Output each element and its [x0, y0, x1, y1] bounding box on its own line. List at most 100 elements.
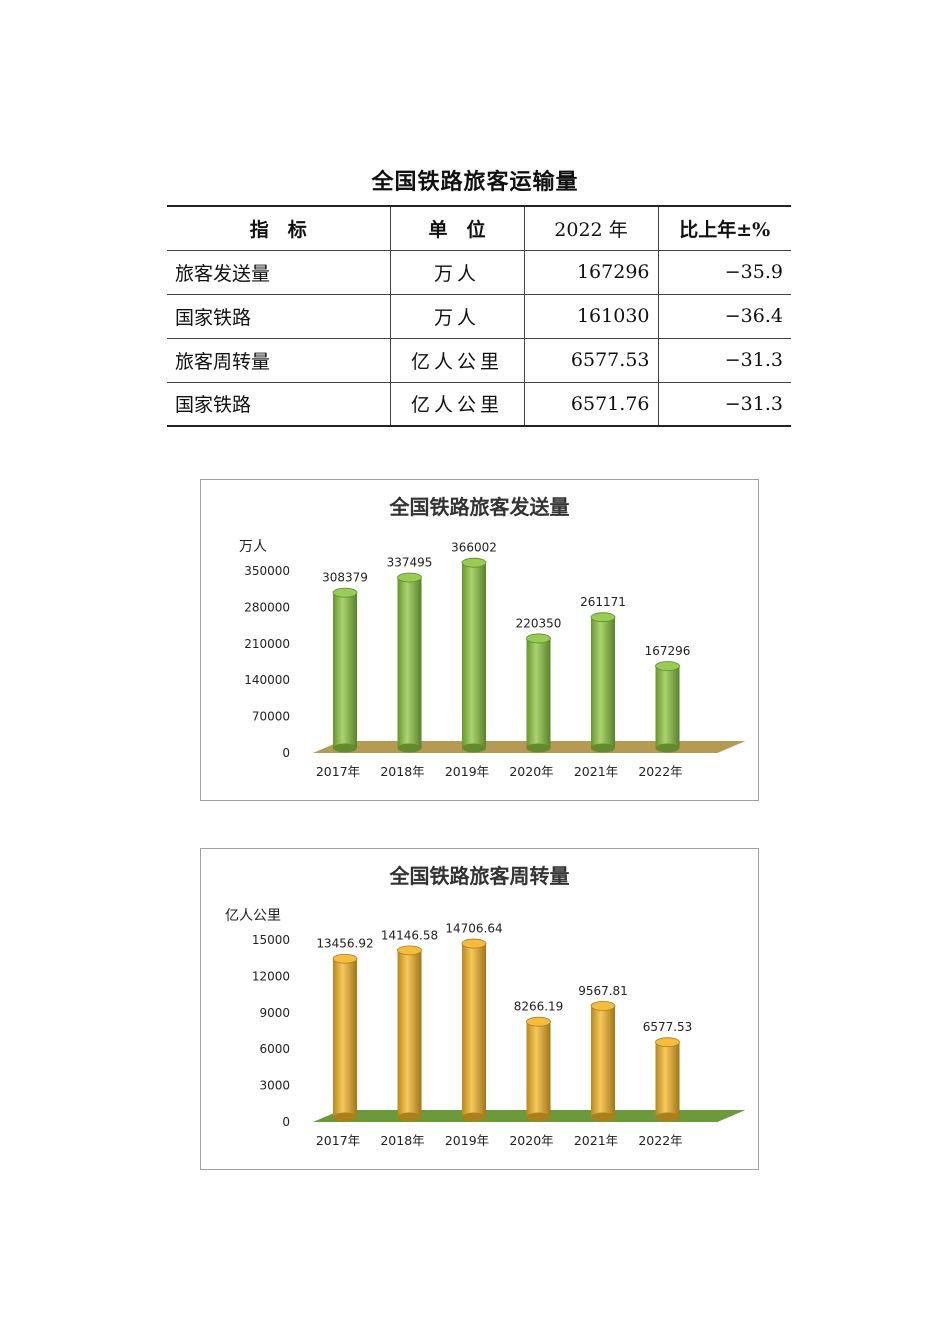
y-tick-label: 12000	[252, 969, 290, 983]
bar-base	[397, 1112, 422, 1122]
cell-indicator: 旅客发送量	[167, 250, 390, 295]
bar	[397, 945, 422, 1122]
bar-top	[332, 587, 358, 598]
bar	[655, 1037, 680, 1122]
y-tick-label: 280000	[244, 600, 290, 614]
bar-body	[526, 638, 551, 748]
data-label: 308379	[322, 571, 368, 585]
y-tick-label: 210000	[244, 637, 290, 651]
table-header-row: 指 标 单 位 2022 年 比上年±%	[167, 205, 791, 251]
bar-top	[461, 557, 487, 568]
y-axis-label: 亿人公里	[225, 908, 281, 924]
bar-base	[526, 1112, 551, 1122]
y-tick-label: 15000	[252, 933, 290, 947]
bar-body	[655, 666, 680, 748]
bar-top	[526, 633, 551, 644]
bar-top	[526, 1016, 551, 1027]
bar-top	[461, 938, 487, 949]
bar	[526, 1016, 551, 1122]
passenger-transport-table: 指 标 单 位 2022 年 比上年±% 旅客发送量 万人 167296 −35.9 国…	[167, 205, 791, 427]
data-label: 9567.81	[578, 984, 628, 998]
y-tick-label: 350000	[244, 564, 290, 578]
bar-top	[590, 612, 616, 623]
x-tick-label: 2018年	[380, 764, 424, 779]
x-tick-label: 2018年	[380, 1133, 424, 1148]
bar	[332, 587, 358, 753]
data-label: 167296	[645, 644, 691, 658]
data-label: 14146.58	[381, 928, 438, 942]
data-label: 13456.92	[316, 937, 373, 951]
table-row: 旅客周转量 亿人公里 6577.53 −31.3	[167, 338, 791, 383]
bar	[397, 572, 422, 753]
table-row: 国家铁路 亿人公里 6571.76 −31.3	[167, 382, 791, 427]
bar-body	[333, 958, 357, 1117]
x-tick-label: 2022年	[638, 764, 682, 779]
cell-change: −36.4	[657, 294, 791, 339]
x-tick-label: 2017年	[316, 1133, 360, 1148]
bar-base	[333, 743, 357, 753]
table-title: 全国铁路旅客运输量	[371, 169, 579, 195]
cell-unit: 亿人公里	[389, 382, 524, 427]
bar-base	[462, 1112, 486, 1122]
cell-value: 6577.53	[523, 338, 658, 383]
y-tick-label: 0	[282, 1115, 290, 1129]
bar	[332, 953, 358, 1122]
data-label: 261171	[580, 595, 626, 609]
bar	[461, 557, 487, 753]
bar	[526, 633, 551, 753]
bar-body	[526, 1021, 551, 1117]
x-tick-label: 2020年	[509, 1133, 553, 1148]
data-label: 366002	[451, 541, 497, 555]
x-tick-label: 2017年	[316, 764, 360, 779]
y-tick-label: 6000	[259, 1042, 290, 1056]
cell-change: −35.9	[657, 250, 791, 295]
bar-body	[591, 1005, 615, 1117]
x-tick-label: 2022年	[638, 1133, 682, 1148]
y-tick-label: 70000	[252, 710, 290, 724]
bar-base	[655, 743, 680, 753]
bar-body	[591, 617, 615, 748]
bar-base	[591, 743, 615, 753]
x-tick-label: 2021年	[574, 1133, 618, 1148]
header-year: 2022 年	[523, 205, 658, 251]
chart-title: 全国铁路旅客发送量	[389, 495, 570, 519]
x-tick-label: 2021年	[574, 764, 618, 779]
table-row: 国家铁路 万人 161030 −36.4	[167, 294, 791, 339]
bar-base	[397, 743, 422, 753]
y-tick-label: 9000	[259, 1006, 290, 1020]
bar	[590, 612, 616, 753]
data-label: 220350	[516, 616, 562, 630]
data-label: 8266.19	[514, 1000, 564, 1014]
bar-top	[590, 1001, 616, 1011]
chart-passenger-turnover: 全国铁路旅客周转量 亿人公里 0 3000 6000 9000 12000 15000 1345…	[200, 848, 759, 1170]
bar-top	[332, 953, 358, 964]
cell-value: 6571.76	[523, 382, 658, 427]
cell-indicator: 国家铁路	[167, 294, 390, 339]
data-label: 14706.64	[445, 922, 502, 936]
cell-indicator: 国家铁路	[167, 382, 390, 427]
cell-change: −31.3	[657, 382, 791, 427]
x-tick-label: 2020年	[509, 764, 553, 779]
bar	[461, 938, 487, 1122]
x-tick-label: 2019年	[445, 1133, 489, 1148]
bar-base	[333, 1112, 357, 1122]
bar-top	[397, 945, 422, 956]
x-tick-label: 2019年	[445, 764, 489, 779]
bar-base	[591, 1112, 615, 1122]
chart-passenger-volume: 全国铁路旅客发送量 万人 0 70000 140000 210000 280000 35000…	[200, 479, 759, 801]
cell-value: 167296	[523, 250, 658, 295]
bar-top	[655, 1037, 680, 1048]
data-label: 6577.53	[643, 1020, 693, 1034]
bar-body	[333, 592, 357, 748]
cell-unit: 万人	[389, 250, 524, 295]
bar	[590, 1001, 616, 1122]
y-tick-label: 3000	[259, 1079, 290, 1093]
bar-body	[655, 1042, 680, 1117]
y-tick-label: 0	[282, 746, 290, 760]
bar-body	[397, 577, 422, 748]
cell-unit: 亿人公里	[389, 338, 524, 383]
bar-top	[655, 661, 680, 671]
bar-base	[655, 1112, 680, 1122]
y-axis-label: 万人	[239, 539, 267, 555]
